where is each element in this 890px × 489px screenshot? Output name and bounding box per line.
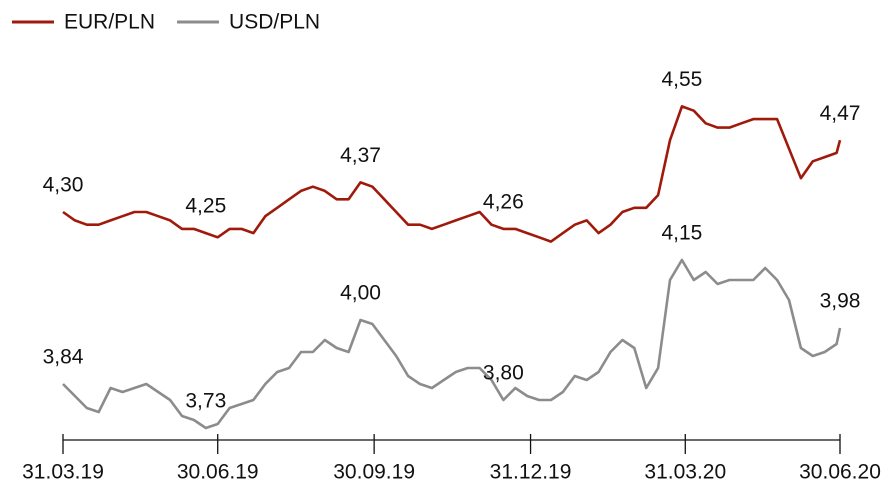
data-label: 3,98 — [820, 290, 861, 313]
data-label: 4,26 — [483, 190, 524, 213]
data-label: 4,37 — [340, 144, 381, 167]
data-label: 3,73 — [185, 390, 226, 413]
series-line — [62, 258, 842, 430]
x-tick-label: 31.03.19 — [22, 461, 104, 484]
data-label: 4,47 — [820, 102, 861, 125]
data-label: 3,80 — [483, 362, 524, 385]
series-line — [62, 105, 842, 243]
data-label: 3,84 — [43, 346, 84, 369]
legend-label: USD/PLN — [229, 11, 320, 34]
x-tick-label: 30.06.19 — [177, 461, 259, 484]
x-tick-label: 30.06.20 — [799, 461, 881, 484]
data-label: 4,55 — [661, 68, 702, 91]
data-label: 4,00 — [340, 282, 381, 305]
data-label: 4,15 — [661, 222, 702, 245]
data-label: 4,25 — [185, 195, 226, 218]
data-label: 4,30 — [43, 174, 84, 197]
x-tick-label: 30.09.19 — [333, 461, 415, 484]
x-tick-label: 31.12.19 — [490, 461, 572, 484]
x-tick-label: 31.03.20 — [644, 461, 726, 484]
legend-label: EUR/PLN — [64, 11, 155, 34]
